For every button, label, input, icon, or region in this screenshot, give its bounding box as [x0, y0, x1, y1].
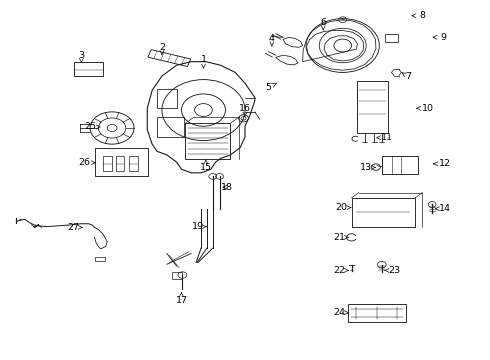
Text: 18: 18 — [220, 183, 232, 192]
Text: 9: 9 — [433, 33, 446, 42]
Bar — [172, 272, 182, 279]
Bar — [103, 156, 112, 171]
Bar — [157, 89, 176, 108]
Bar — [351, 198, 415, 226]
Text: 7: 7 — [402, 72, 412, 81]
Text: 2: 2 — [159, 43, 165, 55]
Bar — [74, 62, 103, 76]
Bar — [95, 257, 105, 261]
Text: 12: 12 — [434, 159, 451, 168]
Bar — [385, 34, 398, 42]
Text: 27: 27 — [67, 223, 82, 232]
Bar — [347, 305, 406, 321]
Text: 8: 8 — [412, 11, 425, 20]
Text: 3: 3 — [78, 51, 84, 63]
Text: 24: 24 — [333, 308, 348, 317]
Bar — [95, 148, 148, 176]
Text: 10: 10 — [416, 104, 434, 113]
Bar — [157, 117, 184, 137]
Text: 11: 11 — [377, 133, 392, 142]
Text: 1: 1 — [200, 55, 206, 68]
Bar — [382, 156, 418, 174]
Text: 21: 21 — [333, 233, 348, 242]
Text: 26: 26 — [79, 158, 95, 167]
Text: 19: 19 — [192, 222, 206, 231]
Text: 14: 14 — [436, 204, 451, 213]
Text: 5: 5 — [266, 83, 277, 92]
Text: 13: 13 — [360, 163, 375, 172]
Text: 23: 23 — [385, 266, 400, 275]
Bar — [357, 81, 388, 134]
Bar — [185, 123, 230, 159]
Text: 20: 20 — [336, 203, 351, 212]
Bar — [116, 156, 124, 171]
Text: 4: 4 — [269, 34, 275, 46]
Text: 25: 25 — [84, 122, 100, 131]
Text: 17: 17 — [175, 293, 188, 305]
Text: 22: 22 — [333, 266, 348, 275]
Text: 6: 6 — [320, 18, 326, 30]
Text: 15: 15 — [200, 160, 212, 172]
Text: 16: 16 — [239, 104, 251, 116]
Bar — [129, 156, 138, 171]
